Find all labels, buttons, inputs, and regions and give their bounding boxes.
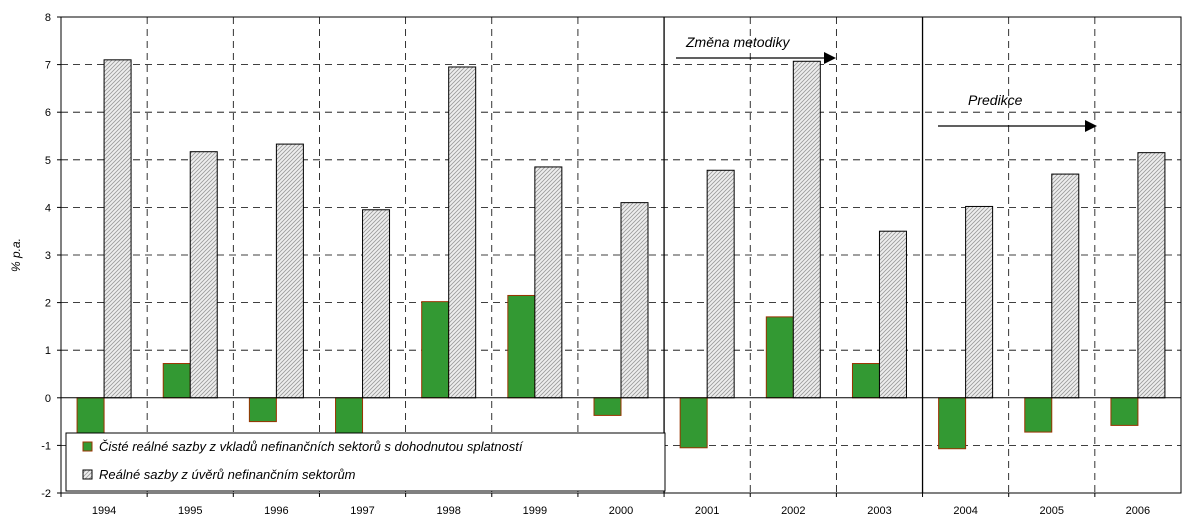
x-tick-label: 1994 — [92, 505, 116, 517]
bar-loans — [275, 143, 304, 399]
bar-loans — [103, 59, 132, 399]
x-tick-label: 1999 — [523, 505, 547, 517]
bar-loans — [1137, 152, 1166, 399]
bar-deposits — [421, 301, 450, 399]
bar-loans — [965, 205, 994, 399]
legend-box — [65, 432, 666, 492]
y-tick-label: -1 — [41, 440, 51, 452]
x-tick-label: 1998 — [436, 505, 460, 517]
x-tick-label: 1996 — [264, 505, 288, 517]
axis-ticks: -2 -1 0 1 2 3 4 5 6 7 8 1994 1995 1996 1997 1998 1999 200… — [41, 12, 1150, 517]
annotation-arrow-head — [1085, 120, 1097, 132]
bar-loans — [792, 60, 821, 399]
y-axis-label: % p.a. — [9, 238, 23, 272]
y-tick-label: 8 — [45, 12, 51, 24]
bar-loans — [1051, 173, 1080, 399]
bar-loans — [878, 230, 907, 399]
annotation-label: Predikce — [968, 92, 1023, 108]
y-tick-label: 4 — [45, 202, 51, 214]
y-tick-label: 2 — [45, 298, 51, 310]
y-tick-label: 5 — [45, 155, 51, 167]
x-tick-label: 2001 — [695, 505, 719, 517]
bar-loans — [620, 202, 649, 399]
bar-loans — [534, 166, 563, 399]
bar-deposits — [335, 397, 364, 437]
bar-deposits — [679, 397, 708, 449]
y-tick-label: 1 — [45, 345, 51, 357]
bar-deposits — [162, 363, 191, 399]
x-tick-label: 2006 — [1126, 505, 1150, 517]
annotation-arrow-head — [824, 52, 836, 64]
bar-deposits — [851, 363, 880, 399]
bar-loans — [189, 151, 218, 399]
x-tick-label: 2004 — [953, 505, 977, 517]
y-tick-label: 0 — [45, 393, 51, 405]
bar-deposits — [76, 397, 105, 437]
annotation-label: Změna metodiky — [685, 34, 790, 50]
axes — [60, 16, 1182, 494]
legend-swatch-deposits — [82, 441, 93, 452]
y-tick-label: -2 — [41, 488, 51, 500]
x-tick-label: 2002 — [781, 505, 805, 517]
x-tick-label: 1995 — [178, 505, 202, 517]
bar-loans — [706, 169, 735, 399]
x-tick-label: 2003 — [867, 505, 891, 517]
bar-deposits — [1024, 397, 1053, 433]
legend: Čisté reálné sazby z vkladů nefinančních… — [65, 432, 666, 492]
legend-label-loans: Reálné sazby z úvěrů nefinančním sektorů… — [99, 467, 356, 482]
bar-deposits — [248, 397, 277, 423]
bar-deposits — [507, 294, 536, 399]
bars — [76, 59, 1166, 450]
bar-deposits — [765, 316, 794, 399]
annotations: Změna metodiky Predikce — [676, 34, 1097, 132]
plot-frame — [60, 16, 1182, 494]
bar-loans — [448, 66, 477, 399]
y-tick-label: 7 — [45, 60, 51, 72]
x-tick-label: 2000 — [609, 505, 633, 517]
bar-deposits — [1110, 397, 1139, 426]
y-tick-label: 6 — [45, 107, 51, 119]
x-tick-label: 2005 — [1040, 505, 1064, 517]
grid — [61, 17, 1181, 493]
y-tick-label: 3 — [45, 250, 51, 262]
bar-deposits — [938, 397, 967, 450]
bar-deposits — [593, 397, 622, 416]
legend-swatch-loans — [82, 469, 93, 480]
bar-loans — [362, 209, 391, 399]
legend-label-deposits: Čisté reálné sazby z vkladů nefinančních… — [99, 439, 524, 454]
x-tick-label: 1997 — [350, 505, 374, 517]
